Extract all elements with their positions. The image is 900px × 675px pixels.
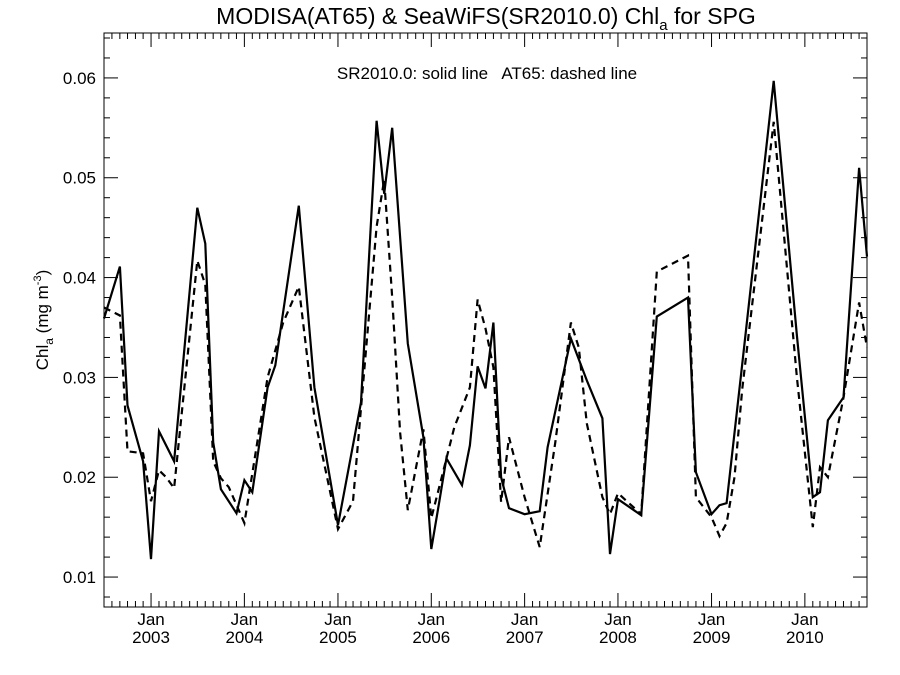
- series-line-sr2010-0: [102, 80, 869, 560]
- y-tick-label: 0.01: [63, 568, 96, 587]
- x-tick-label-month: Jan: [791, 610, 818, 629]
- y-axis-label-units: (mg m: [33, 285, 52, 338]
- y-axis-label: Chla (mg m-3): [32, 270, 56, 371]
- axis-tick-labels: 0.010.020.030.040.050.06Jan2003Jan2004Ja…: [63, 69, 824, 647]
- x-tick-label-year: 2008: [599, 628, 637, 647]
- y-tick-label: 0.05: [63, 169, 96, 188]
- series-lines: [102, 80, 869, 560]
- x-tick-label-month: Jan: [698, 610, 725, 629]
- y-tick-label: 0.02: [63, 468, 96, 487]
- x-tick-label-month: Jan: [418, 610, 445, 629]
- chart-title-main: MODISA(AT65) & SeaWiFS(SR2010.0) Chl: [216, 3, 659, 29]
- x-tick-label-year: 2004: [225, 628, 263, 647]
- chart-title: MODISA(AT65) & SeaWiFS(SR2010.0) Chla fo…: [216, 3, 756, 34]
- x-tick-label-month: Jan: [324, 610, 351, 629]
- x-tick-label-month: Jan: [511, 610, 538, 629]
- x-tick-label-year: 2009: [693, 628, 731, 647]
- y-axis-label-main: Chl: [33, 345, 52, 371]
- y-tick-label: 0.03: [63, 368, 96, 387]
- y-axis-label-subscript: a: [42, 338, 56, 345]
- chart-title-subscript: a: [659, 17, 668, 34]
- chart-title-suffix: for SPG: [668, 3, 756, 29]
- series-style-annotation: SR2010.0: solid line AT65: dashed line: [337, 64, 637, 83]
- axis-ticks: [103, 33, 868, 607]
- x-tick-label-year: 2006: [412, 628, 450, 647]
- x-tick-label-year: 2005: [319, 628, 357, 647]
- x-tick-label-month: Jan: [137, 610, 164, 629]
- x-tick-label-year: 2007: [506, 628, 544, 647]
- y-tick-label: 0.06: [63, 69, 96, 88]
- x-tick-label-month: Jan: [231, 610, 258, 629]
- plot-frame: [103, 32, 868, 608]
- y-tick-label: 0.04: [63, 269, 96, 288]
- series-line-at65: [103, 121, 869, 548]
- svg-text:Chla (mg m-3): Chla (mg m-3): [32, 270, 56, 371]
- y-axis-label-close: ): [33, 270, 52, 276]
- x-tick-label-month: Jan: [604, 610, 631, 629]
- y-axis-label-superscript: -3: [32, 275, 44, 285]
- x-tick-label-year: 2003: [132, 628, 170, 647]
- x-tick-label-year: 2010: [786, 628, 824, 647]
